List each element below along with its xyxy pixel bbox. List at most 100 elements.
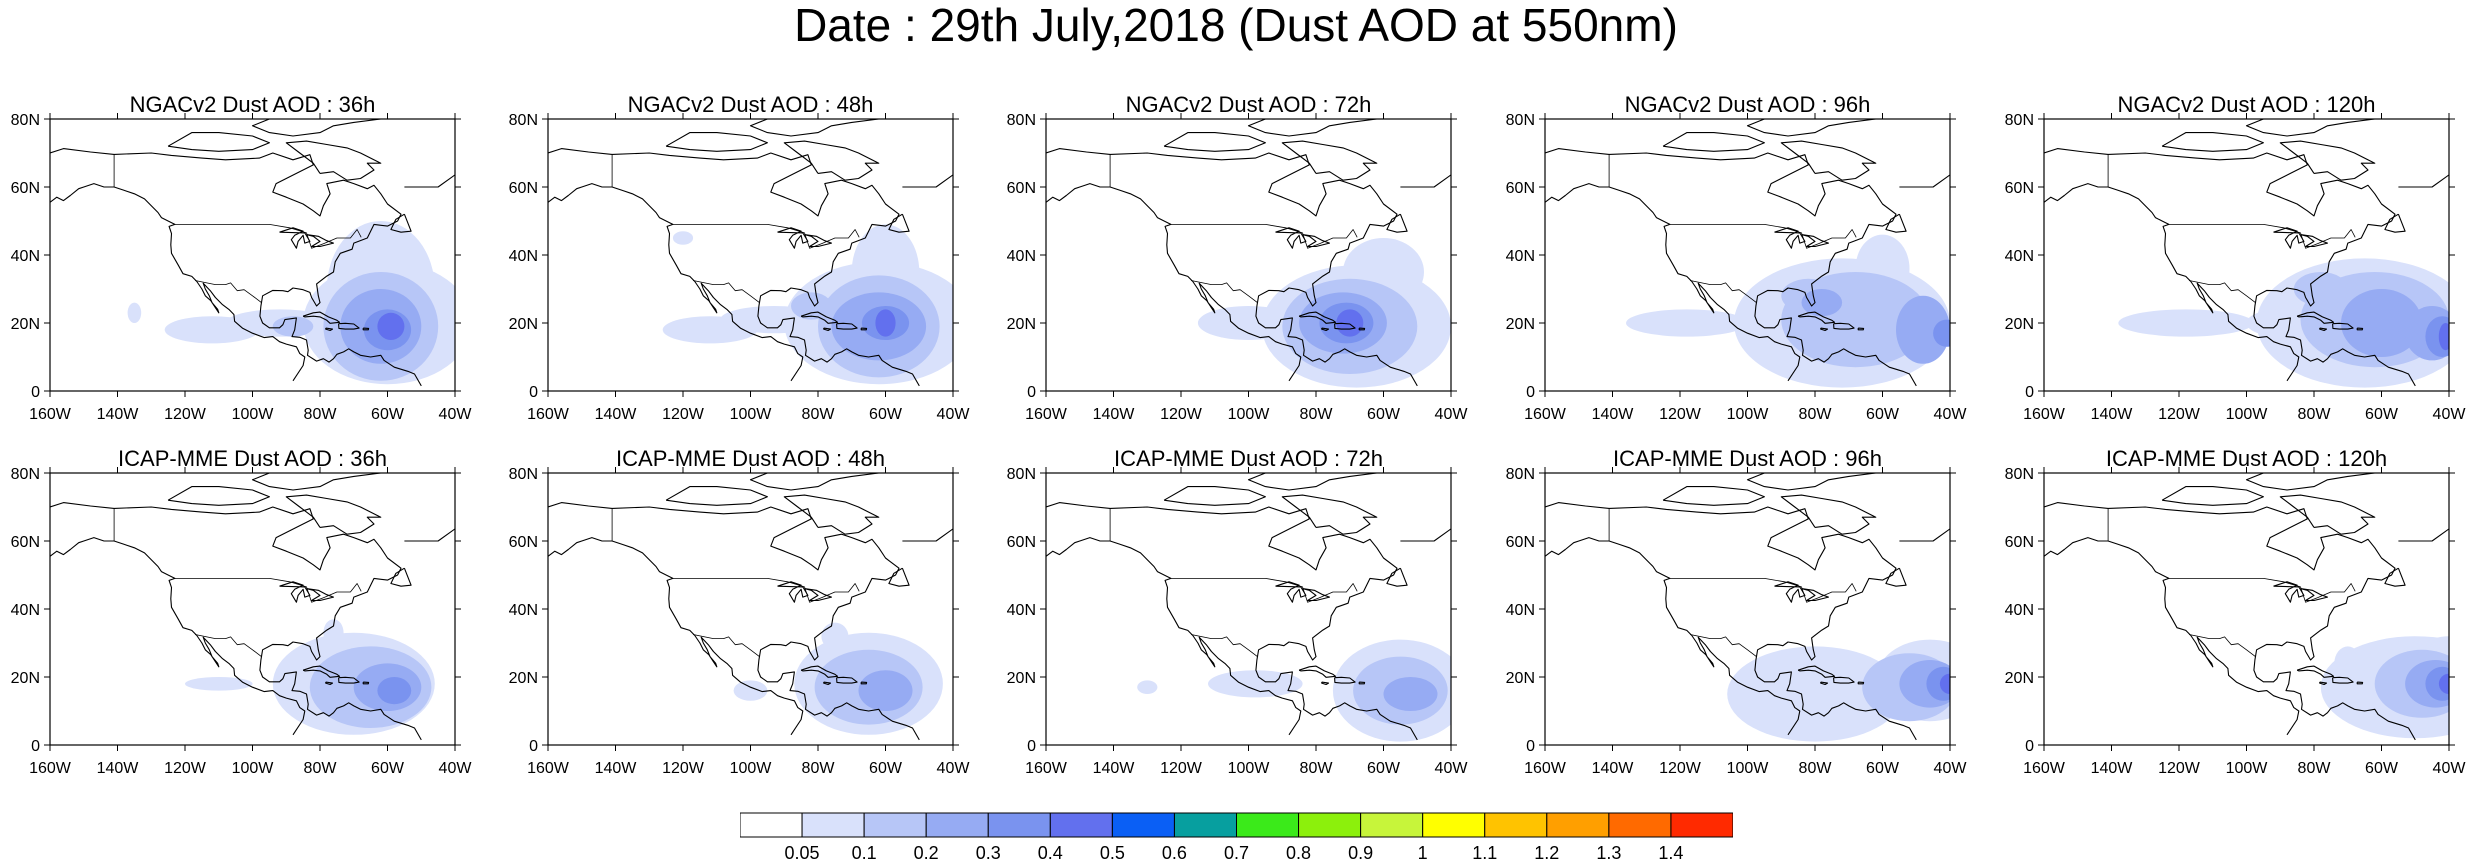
- lat-tick-label: 0: [1027, 384, 1036, 401]
- lat-tick-label: 80N: [2005, 112, 2034, 129]
- colorbar-swatch: [1299, 813, 1361, 837]
- main-title: Date : 29th July,2018 (Dust AOD at 550nm…: [0, 0, 2472, 50]
- lat-tick-label: 60N: [2005, 180, 2034, 197]
- country-border: [1670, 224, 1856, 248]
- dust-aod-field: [128, 221, 472, 384]
- aod-contour-fill: [377, 677, 411, 704]
- lat-tick-label: 20N: [11, 316, 40, 333]
- lat-tick-label: 80N: [1007, 112, 1036, 129]
- coastline: [666, 487, 767, 506]
- coastline: [1249, 466, 1377, 490]
- coastline: [253, 466, 381, 490]
- coastline: [1276, 582, 1306, 602]
- coastline: [2247, 466, 2375, 490]
- country-border: [175, 224, 361, 248]
- aod-contour-fill: [1802, 289, 1843, 316]
- colorbar-label: 0.2: [914, 843, 939, 862]
- lon-tick-label: 120W: [2158, 406, 2201, 423]
- lat-tick-label: 0: [31, 738, 40, 755]
- lat-tick-label: 20N: [509, 316, 538, 333]
- lon-tick-label: 160W: [2023, 406, 2066, 423]
- lat-tick-label: 20N: [1007, 670, 1036, 687]
- lon-tick-label: 40W: [2433, 406, 2467, 423]
- lon-tick-label: 140W: [1093, 406, 1136, 423]
- lon-tick-label: 140W: [1592, 760, 1635, 777]
- lat-tick-label: 60N: [1007, 534, 1036, 551]
- lon-tick-label: 60W: [371, 760, 405, 777]
- lon-tick-label: 160W: [29, 760, 72, 777]
- colorbar-label: 0.05: [785, 843, 820, 862]
- aod-contour-fill: [1384, 677, 1438, 711]
- coastline: [1387, 568, 1407, 586]
- colorbar-swatch: [1112, 813, 1174, 837]
- lon-tick-label: 100W: [232, 406, 275, 423]
- lon-tick-label: 120W: [662, 406, 705, 423]
- coastline: [1886, 568, 1906, 586]
- coastline: [751, 112, 879, 136]
- lon-tick-label: 160W: [29, 406, 72, 423]
- aod-contour-fill: [821, 623, 848, 650]
- country-border: [1690, 635, 1757, 657]
- lon-tick-label: 120W: [662, 760, 705, 777]
- lon-tick-label: 60W: [869, 406, 903, 423]
- country-border: [2189, 281, 2256, 303]
- coastline: [1748, 466, 1876, 490]
- lat-tick-label: 80N: [11, 112, 40, 129]
- coastline: [1886, 214, 1906, 232]
- lon-tick-label: 120W: [1160, 760, 1203, 777]
- lat-tick-label: 80N: [1506, 112, 1535, 129]
- colorbar-swatch: [1485, 813, 1547, 837]
- colorbar-swatch: [1547, 813, 1609, 837]
- colorbar-label: 1.4: [1658, 843, 1683, 862]
- lat-tick-label: 40N: [1506, 602, 1535, 619]
- lat-tick-label: 60N: [1506, 534, 1535, 551]
- aod-contour-fill: [673, 231, 693, 245]
- coastline: [253, 112, 381, 136]
- coastline: [2398, 119, 2472, 187]
- lon-tick-label: 60W: [1866, 406, 1900, 423]
- coastline: [2398, 473, 2472, 541]
- colorbar-swatch: [1361, 813, 1423, 837]
- lon-tick-label: 80W: [1300, 760, 1334, 777]
- country-border: [693, 281, 760, 303]
- coastline: [751, 466, 879, 490]
- colorbar-label: 0.6: [1162, 843, 1187, 862]
- lat-tick-label: 40N: [2005, 602, 2034, 619]
- lat-tick-label: 40N: [1506, 248, 1535, 265]
- lat-tick-label: 20N: [1506, 670, 1535, 687]
- lon-tick-label: 40W: [1435, 760, 1469, 777]
- country-border: [1670, 578, 1856, 602]
- coastline: [2162, 487, 2263, 506]
- lon-tick-label: 120W: [1659, 406, 1702, 423]
- lon-tick-label: 80W: [802, 406, 836, 423]
- coastline: [1046, 538, 1301, 735]
- lon-tick-label: 40W: [2433, 760, 2467, 777]
- lat-tick-label: 40N: [11, 602, 40, 619]
- coastline: [168, 133, 269, 152]
- lon-tick-label: 140W: [1093, 760, 1136, 777]
- colorbar-swatch: [1609, 813, 1671, 837]
- lon-tick-label: 160W: [1524, 406, 1567, 423]
- coastline: [168, 487, 269, 506]
- colorbar-swatch: [802, 813, 864, 837]
- lon-tick-label: 120W: [164, 760, 207, 777]
- lat-tick-label: 80N: [2005, 466, 2034, 483]
- coastline: [1282, 141, 1377, 180]
- colorbar-label: 0.8: [1286, 843, 1311, 862]
- coastline: [2274, 228, 2304, 248]
- lon-tick-label: 160W: [527, 406, 570, 423]
- lon-tick-label: 60W: [371, 406, 405, 423]
- lat-tick-label: 60N: [509, 180, 538, 197]
- lon-tick-label: 80W: [304, 760, 338, 777]
- lon-tick-label: 100W: [1228, 760, 1271, 777]
- country-border: [2169, 578, 2355, 602]
- colorbar-swatch: [740, 813, 802, 837]
